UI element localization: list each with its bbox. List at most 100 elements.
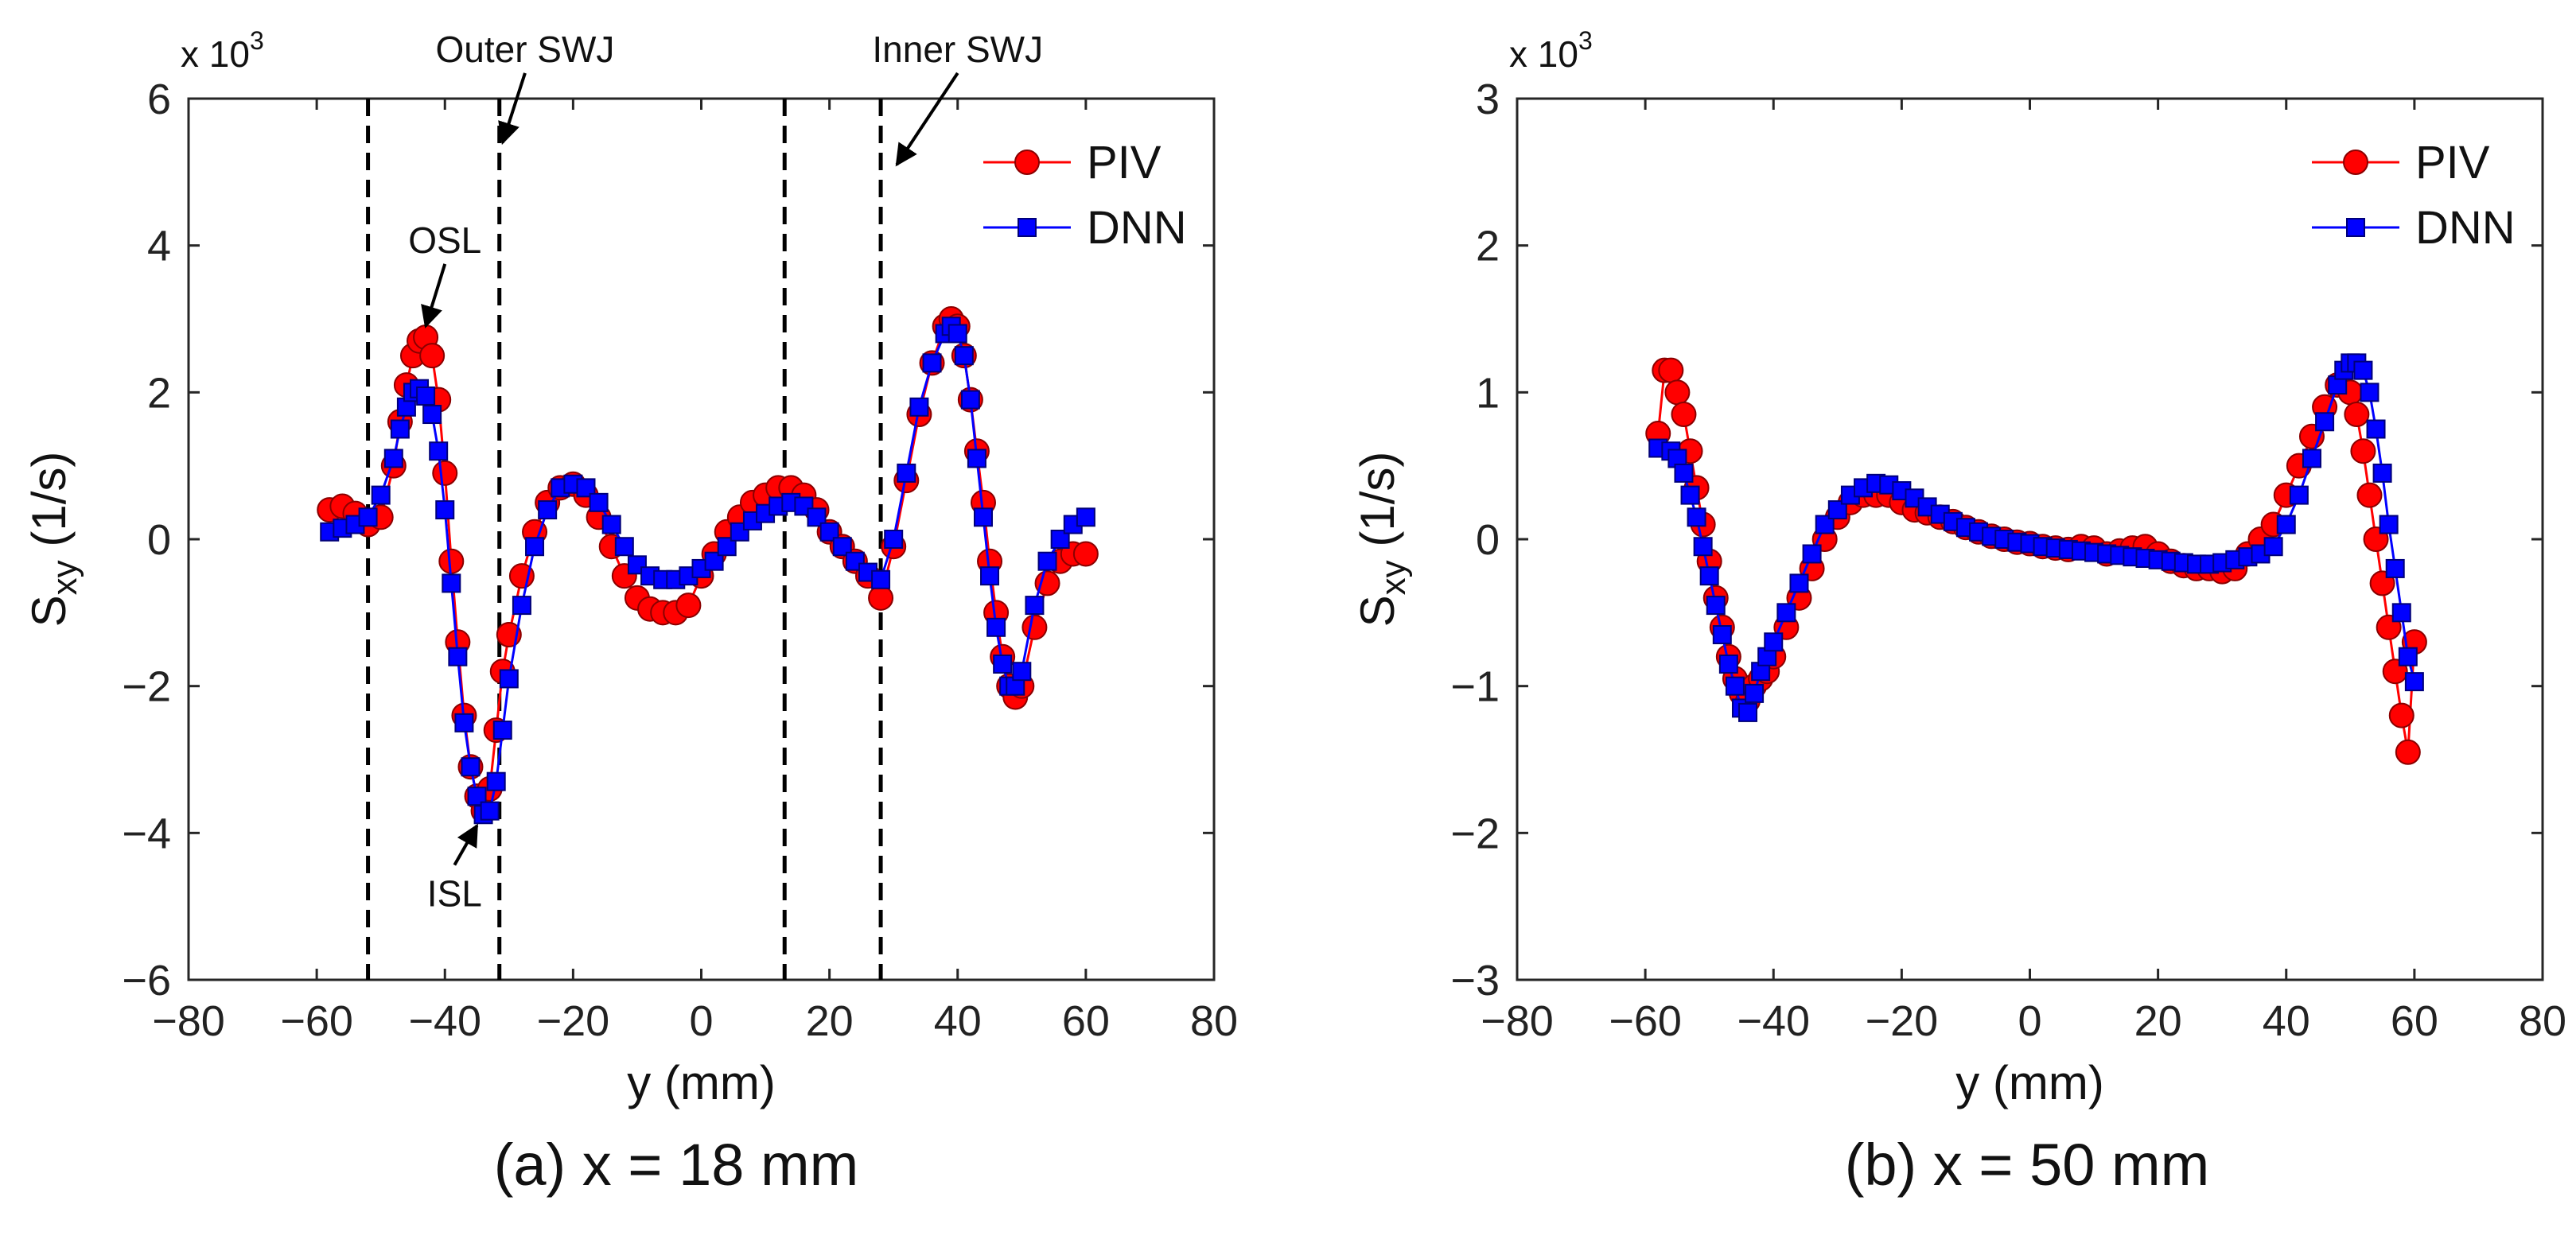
data-point-dnn <box>819 522 839 542</box>
annotation-label: Inner SWJ <box>872 29 1043 70</box>
data-point-dnn <box>589 492 609 512</box>
data-point-dnn <box>807 507 827 527</box>
data-point-dnn <box>897 463 916 483</box>
data-point-dnn <box>1699 566 1719 586</box>
data-point-dnn <box>1025 596 1045 616</box>
data-point-dnn <box>383 449 403 468</box>
annotation-label: Outer SWJ <box>435 29 614 70</box>
data-point-dnn <box>1815 515 1835 534</box>
data-point-dnn <box>922 353 942 373</box>
y-multiplier: x 103 <box>1509 26 1593 75</box>
x-tick-label: −20 <box>1866 997 1939 1045</box>
series-line-piv <box>1656 369 2416 753</box>
data-point-dnn <box>454 713 474 732</box>
y-tick-label: 1 <box>1476 369 1500 417</box>
data-point-dnn <box>2379 515 2399 534</box>
x-tick-label: −20 <box>537 997 610 1045</box>
y-tick-label: 6 <box>147 76 171 123</box>
data-point-dnn <box>960 390 980 410</box>
data-point-dnn <box>576 478 596 498</box>
data-point-dnn <box>1725 676 1745 696</box>
y-tick-label: 3 <box>1476 76 1500 123</box>
x-tick-label: −80 <box>152 997 225 1045</box>
data-point-dnn <box>2385 558 2405 578</box>
data-point-dnn <box>2372 463 2392 483</box>
data-point-dnn <box>884 530 904 549</box>
data-point-dnn <box>525 537 545 557</box>
data-point-dnn <box>2366 419 2386 439</box>
y-label-unit: (1/s) <box>1351 452 1404 561</box>
legend-marker <box>1018 218 1037 237</box>
annotation-label: OSL <box>408 220 481 261</box>
x-tick-label: −60 <box>1609 997 1682 1045</box>
data-point-dnn <box>1738 702 1758 722</box>
data-point-dnn <box>499 669 519 689</box>
data-point-piv <box>868 585 894 611</box>
data-point-dnn <box>704 551 724 571</box>
data-point-dnn <box>2289 485 2309 505</box>
panel-b: −80 −60 −40 −20 0 20 40 60 80 −3 −2 −1 0 1 2 3x 103 y (m… <box>1351 26 2566 1198</box>
data-point-dnn <box>429 441 449 461</box>
legend-label: PIV <box>2415 137 2490 188</box>
x-tick-label: 60 <box>2391 997 2438 1045</box>
data-point-dnn <box>1050 530 1070 549</box>
y-axis-label: Sxy (1/s) <box>1351 452 1413 628</box>
y-label-subscript: xy <box>1374 560 1413 595</box>
data-point-dnn <box>2353 360 2373 380</box>
x-tick-label: 80 <box>1190 997 1238 1045</box>
multiplier-exponent: 3 <box>1578 26 1593 55</box>
annotation-arrow <box>895 72 959 167</box>
x-tick-label: 40 <box>934 997 982 1045</box>
data-point-dnn <box>442 573 461 593</box>
y-axis-label: Sxy (1/s) <box>22 452 84 628</box>
panel-caption: (a) x = 18 mm <box>494 1132 859 1198</box>
data-point-dnn <box>614 537 634 557</box>
data-point-dnn <box>1680 485 1700 505</box>
data-point-dnn <box>2404 672 2424 692</box>
data-point-dnn <box>486 771 506 791</box>
data-point-dnn <box>416 386 436 406</box>
x-axis-label: y (mm) <box>627 1056 776 1109</box>
x-tick-label: 20 <box>806 997 854 1045</box>
data-point-dnn <box>492 721 512 740</box>
y-label-subscript: xy <box>45 560 84 595</box>
y-tick-label: 0 <box>147 516 171 564</box>
y-tick-label: −3 <box>1450 957 1500 1004</box>
data-point-dnn <box>512 596 531 616</box>
data-point-piv <box>1664 379 1691 406</box>
y-label-unit: (1/s) <box>22 452 76 561</box>
multiplier-base: x 10 <box>1509 33 1578 75</box>
data-point-dnn <box>871 569 891 589</box>
data-point-dnn <box>2391 603 2411 623</box>
data-point-dnn <box>909 397 929 417</box>
data-point-piv <box>2344 402 2370 428</box>
data-point-dnn <box>1706 596 1726 616</box>
data-point-dnn <box>948 324 967 344</box>
data-point-dnn <box>986 617 1006 637</box>
y-tick-label: −1 <box>1450 663 1500 711</box>
y-tick-label: −2 <box>122 663 171 711</box>
data-point-dnn <box>954 346 974 366</box>
data-point-dnn <box>1802 544 1822 564</box>
data-point-piv <box>675 593 702 619</box>
data-point-dnn <box>467 787 487 806</box>
data-point-dnn <box>1789 573 1809 593</box>
data-point-dnn <box>1827 500 1847 520</box>
data-point-dnn <box>1076 507 1095 527</box>
data-point-dnn <box>461 757 481 777</box>
data-point-dnn <box>832 537 852 557</box>
y-tick-label: 0 <box>1476 516 1500 564</box>
y-label-main: S <box>22 595 76 627</box>
multiplier-base: x 10 <box>181 33 250 75</box>
annotation-arrow <box>453 823 479 866</box>
y-tick-label: 4 <box>147 223 171 270</box>
data-point-dnn <box>980 566 1000 586</box>
x-tick-label: −40 <box>1737 997 1810 1045</box>
legend-marker <box>2343 150 2368 175</box>
data-point-dnn <box>358 507 378 527</box>
y-tick-label: 2 <box>1476 223 1500 270</box>
x-tick-label: 40 <box>2263 997 2310 1045</box>
data-point-dnn <box>1712 625 1732 645</box>
data-point-dnn <box>2315 412 2335 432</box>
